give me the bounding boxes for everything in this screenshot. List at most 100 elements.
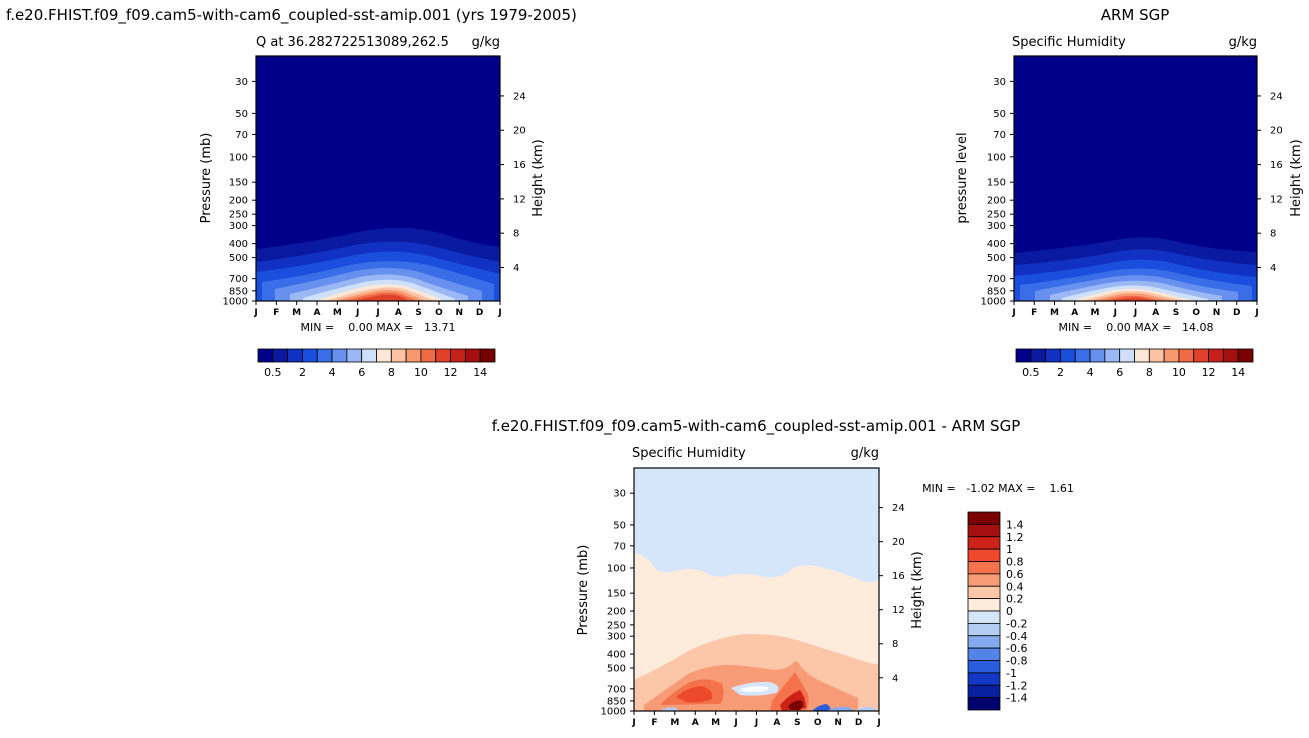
month-tick-label: D: [1233, 308, 1240, 318]
colorbar-box: [1015, 348, 1032, 363]
colorbar-label: 8: [1146, 366, 1153, 379]
month-tick-label: M: [333, 308, 342, 318]
pressure-tick-label: 250: [607, 620, 626, 631]
month-tick-label: J: [631, 718, 635, 728]
colorbar-label: 14: [473, 366, 487, 379]
colorbar-label: -0.6: [1006, 642, 1027, 655]
height-tick-label: 12: [513, 194, 526, 205]
month-tick-label: N: [834, 718, 842, 728]
pressure-tick-label: 200: [607, 607, 626, 618]
pressure-tick-label: 70: [613, 541, 626, 552]
month-tick-label: D: [855, 718, 862, 728]
pressure-tick-label: 300: [229, 221, 248, 232]
month-tick-label: A: [692, 718, 699, 728]
height-tick-label: 8: [892, 639, 898, 650]
colorbar-box: [1089, 348, 1106, 363]
pressure-tick-label: 200: [987, 196, 1006, 207]
colorbar-label: 1.2: [1006, 531, 1024, 544]
pressure-tick-label: 1000: [223, 297, 248, 308]
pressure-tick-label: 100: [229, 152, 248, 163]
month-tick-label: M: [292, 308, 301, 318]
colorbar-box: [1222, 348, 1239, 363]
colorbar-box: [967, 697, 1001, 711]
height-tick-label: 16: [1270, 160, 1283, 171]
colorbar-box: [450, 348, 466, 363]
colorbar-box: [361, 348, 377, 363]
colorbar-box: [1134, 348, 1150, 363]
height-tick-label: 20: [513, 126, 526, 137]
colorbar-box: [316, 348, 333, 363]
pressure-tick-label: 850: [229, 286, 248, 297]
pressure-tick-label: 500: [987, 253, 1006, 264]
month-tick-label: O: [435, 308, 443, 318]
month-tick-label: J: [1113, 308, 1117, 318]
pressure-tick-label: 200: [229, 196, 248, 207]
colorbar-box: [1237, 348, 1254, 363]
month-tick-label: J: [1011, 308, 1015, 318]
colorbar-label: 2: [299, 366, 306, 379]
colorbar-label: -0.4: [1006, 630, 1027, 643]
panel-model-subtitle-left: Q at 36.282722513089,262.5: [256, 35, 449, 50]
panel-diff-ylabel: Pressure (mb): [576, 545, 591, 636]
colorbar-box: [302, 348, 318, 363]
panel-obs-ylabel-right: Height (km): [1289, 139, 1304, 216]
colorbar-box: [1045, 348, 1061, 363]
month-tick-label: J: [497, 308, 501, 318]
pressure-tick-label: 850: [987, 286, 1006, 297]
pressure-tick-label: 1000: [601, 707, 626, 718]
colorbar-label: -0.2: [1006, 617, 1027, 630]
colorbar-box: [1074, 348, 1091, 363]
month-tick-label: A: [314, 308, 321, 318]
height-tick-label: 4: [513, 263, 519, 274]
colorbar-box: [967, 622, 1001, 637]
panel-model-contour-field: [256, 56, 500, 301]
pressure-tick-label: 50: [613, 520, 626, 531]
colorbar-label: 0.5: [1022, 366, 1040, 379]
pressure-tick-label: 70: [993, 130, 1006, 141]
colorbar-box: [1060, 348, 1076, 363]
month-tick-label: J: [1254, 308, 1258, 318]
pressure-tick-label: 300: [987, 221, 1006, 232]
panel-model-stats: MIN = 0.00 MAX = 13.71: [301, 321, 456, 334]
colorbar-box: [420, 348, 437, 363]
month-tick-label: O: [814, 718, 822, 728]
colorbar-box: [479, 348, 496, 363]
month-tick-label: J: [355, 308, 359, 318]
colorbar-box: [390, 348, 407, 363]
month-tick-label: J: [754, 718, 758, 728]
pressure-tick-label: 250: [987, 210, 1006, 221]
colorbar-label: 2: [1057, 366, 1064, 379]
height-tick-label: 12: [1270, 194, 1283, 205]
month-tick-label: A: [773, 718, 780, 728]
panel-model-subtitle-right: g/kg: [472, 35, 500, 50]
pressure-tick-label: 700: [607, 684, 626, 695]
pressure-tick-label: 500: [229, 253, 248, 264]
month-tick-label: M: [711, 718, 720, 728]
colorbar-box: [967, 610, 1001, 624]
month-tick-label: J: [1133, 308, 1137, 318]
pressure-tick-label: 1000: [981, 297, 1006, 308]
month-tick-label: S: [1173, 308, 1179, 318]
height-tick-label: 24: [892, 503, 905, 514]
colorbar-label: 0.5: [264, 366, 282, 379]
pressure-tick-label: 100: [607, 563, 626, 574]
colorbar-label: -1.4: [1006, 692, 1027, 705]
height-tick-label: 8: [1270, 229, 1276, 240]
colorbar-box: [967, 672, 1001, 686]
height-tick-label: 24: [513, 91, 526, 102]
month-tick-label: M: [1050, 308, 1059, 318]
month-tick-label: J: [876, 718, 880, 728]
pressure-tick-label: 700: [229, 274, 248, 285]
colorbar-box: [967, 684, 1001, 699]
colorbar-box: [376, 348, 392, 363]
panel-diff-title: f.e20.FHIST.f09_f09.cam5-with-cam6_coupl…: [492, 417, 1021, 436]
colorbar-box: [967, 511, 1001, 525]
panel-diff-colorbar: 1.41.210.80.60.40.20-0.2-0.4-0.6-0.8-1-1…: [967, 511, 1027, 711]
colorbar-label: -1: [1006, 667, 1017, 680]
colorbar-box: [1104, 348, 1121, 363]
colorbar-label: 0.8: [1006, 556, 1024, 569]
colorbar-box: [272, 348, 289, 363]
colorbar-box: [287, 348, 303, 363]
